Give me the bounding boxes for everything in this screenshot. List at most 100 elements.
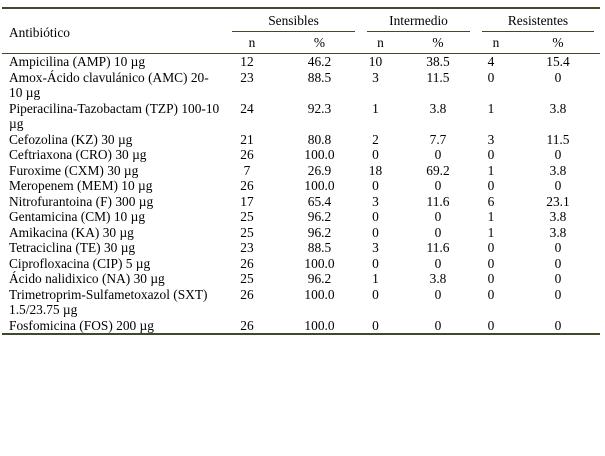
resistente-percent: 11.5 <box>546 131 570 147</box>
table-row: Meropenem (MEM) 10 µg 26 100.0 0 0 0 0 <box>2 178 600 194</box>
group-label: Intermedio <box>367 13 470 32</box>
table-row: Gentamicina (CM) 10 µg 25 96.2 0 0 1 3.8 <box>2 209 600 225</box>
sensible-percent: 100.0 <box>304 286 335 302</box>
intermedio-count: 1 <box>372 271 379 286</box>
subheader-percent: % <box>278 33 361 54</box>
intermedio-percent: 3.8 <box>429 271 447 286</box>
table-row: Ampicilina (AMP) 10 µg 12 46.2 10 38.5 4… <box>2 54 600 70</box>
sensible-count: 7 <box>243 162 251 178</box>
sensible-percent: 96.2 <box>307 224 332 240</box>
header-row-subcolumns: n % n % n % <box>2 33 601 54</box>
intermedio-count: 3 <box>372 240 379 255</box>
antibiotic-name: Piperacilina-Tazobactam (TZP) 100-10 µg <box>9 100 220 132</box>
sensible-percent: 96.2 <box>307 209 332 224</box>
intermedio-count: 2 <box>372 131 379 147</box>
intermedio-count: 0 <box>361 317 400 335</box>
resistente-percent: 0 <box>554 271 562 286</box>
resistente-percent: 0 <box>554 178 562 193</box>
subheader-percent: % <box>400 33 476 54</box>
table-row: Furoxime (CXM) 30 µg 7 26.9 18 69.2 1 3.… <box>2 163 600 179</box>
intermedio-percent: 11.5 <box>426 69 450 85</box>
antibiotic-name: Gentamicina (CM) 10 µg <box>9 209 146 224</box>
resistente-count: 1 <box>487 100 495 116</box>
sensible-count: 25 <box>240 209 254 224</box>
table-row: Ácido nalidixico (NA) 30 µg 25 96.2 1 3.… <box>2 271 600 287</box>
table-row: Cefozolina (KZ) 30 µg 21 80.8 2 7.7 3 11… <box>2 132 600 148</box>
antibiotic-name: Amox-Ácido clavulánico (AMC) 20-10 µg <box>9 69 209 101</box>
resistente-count: 0 <box>487 147 495 162</box>
intermedio-percent: 38.5 <box>426 54 450 69</box>
resistente-percent: 0 <box>554 255 562 271</box>
resistente-count: 0 <box>487 240 495 255</box>
resistente-count: 0 <box>476 317 516 335</box>
intermedio-percent: 11.6 <box>426 240 450 255</box>
resistente-count: 3 <box>487 131 495 147</box>
subheader-n: n <box>361 33 400 54</box>
resistente-count: 4 <box>487 54 495 69</box>
intermedio-count: 0 <box>372 178 379 193</box>
table-body: Ampicilina (AMP) 10 µg 12 46.2 10 38.5 4… <box>2 54 601 335</box>
resistente-count: 0 <box>487 271 495 286</box>
intermedio-percent: 0 <box>434 178 442 193</box>
antibiotic-name: Nitrofurantoina (F) 300 µg <box>9 193 154 209</box>
intermedio-count: 3 <box>372 69 379 85</box>
sensible-count: 26 <box>240 178 254 193</box>
subheader-n: n <box>226 33 278 54</box>
resistente-percent: 0 <box>554 147 562 162</box>
resistente-count: 0 <box>487 286 495 302</box>
sensible-percent: 65.4 <box>307 193 332 209</box>
table-row: Ceftriaxona (CRO) 30 µg 26 100.0 0 0 0 0 <box>2 147 600 163</box>
antibiotic-name: Ceftriaxona (CRO) 30 µg <box>9 147 147 162</box>
resistente-count: 1 <box>487 224 495 240</box>
sensible-percent: 80.8 <box>307 131 332 147</box>
resistente-percent: 23.1 <box>546 193 570 209</box>
resistente-percent: 3.8 <box>549 100 567 116</box>
antibiotic-name: Amikacina (KA) 30 µg <box>9 224 134 240</box>
intermedio-count: 3 <box>372 193 379 209</box>
resistente-percent: 3.8 <box>549 209 567 224</box>
sensible-count: 26 <box>226 317 278 335</box>
sensible-count: 12 <box>240 54 254 69</box>
group-header-sensibles: Sensibles <box>226 7 361 33</box>
resistente-percent: 0 <box>554 69 562 85</box>
resistente-count: 1 <box>487 209 495 224</box>
table-row: Fosfomicina (FOS) 200 µg 26 100.0 0 0 0 … <box>2 317 601 335</box>
sensible-count: 21 <box>240 131 254 147</box>
intermedio-percent: 0 <box>434 255 442 271</box>
table-row: Amox-Ácido clavulánico (AMC) 20-10 µg 23… <box>2 70 600 101</box>
sensible-count: 26 <box>240 255 254 271</box>
antibiotic-name: Meropenem (MEM) 10 µg <box>9 178 153 193</box>
resistente-percent: 15.4 <box>546 54 570 69</box>
sensible-percent: 88.5 <box>307 69 332 85</box>
antibiotic-name: Ampicilina (AMP) 10 µg <box>9 54 146 69</box>
group-label: Resistentes <box>482 13 595 32</box>
sensible-percent: 92.3 <box>307 100 332 116</box>
intermedio-percent: 11.6 <box>426 193 450 209</box>
antibiotic-name: Furoxime (CXM) 30 µg <box>9 162 139 178</box>
sensible-percent: 88.5 <box>307 240 332 255</box>
subheader-n: n <box>476 33 516 54</box>
intermedio-percent: 3.8 <box>429 100 447 116</box>
table-row: Piperacilina-Tazobactam (TZP) 100-10 µg … <box>2 101 600 132</box>
sensible-count: 25 <box>240 271 254 286</box>
sensible-count: 26 <box>240 147 254 162</box>
sensible-percent: 96.2 <box>307 271 332 286</box>
intermedio-count: 10 <box>368 54 383 69</box>
intermedio-count: 0 <box>372 224 379 240</box>
sensible-percent: 100.0 <box>304 147 335 162</box>
antibiotic-name: Cefozolina (KZ) 30 µg <box>9 131 133 147</box>
antibiotic-name: Ácido nalidixico (NA) 30 µg <box>9 271 165 286</box>
intermedio-count: 18 <box>368 162 383 178</box>
antibiotic-name: Fosfomicina (FOS) 200 µg <box>2 317 226 335</box>
table-row: Amikacina (KA) 30 µg 25 96.2 0 0 1 3.8 <box>2 225 600 241</box>
sensible-percent: 100.0 <box>304 178 335 193</box>
group-header-resistentes: Resistentes <box>476 7 601 33</box>
sensible-count: 25 <box>240 224 254 240</box>
group-header-intermedio: Intermedio <box>361 7 476 33</box>
antibiotic-column-header: Antibiótico <box>2 7 226 54</box>
intermedio-count: 0 <box>372 255 379 271</box>
resistente-percent: 3.8 <box>549 162 567 178</box>
resistente-percent: 0 <box>516 317 601 335</box>
sensible-count: 24 <box>240 100 254 116</box>
